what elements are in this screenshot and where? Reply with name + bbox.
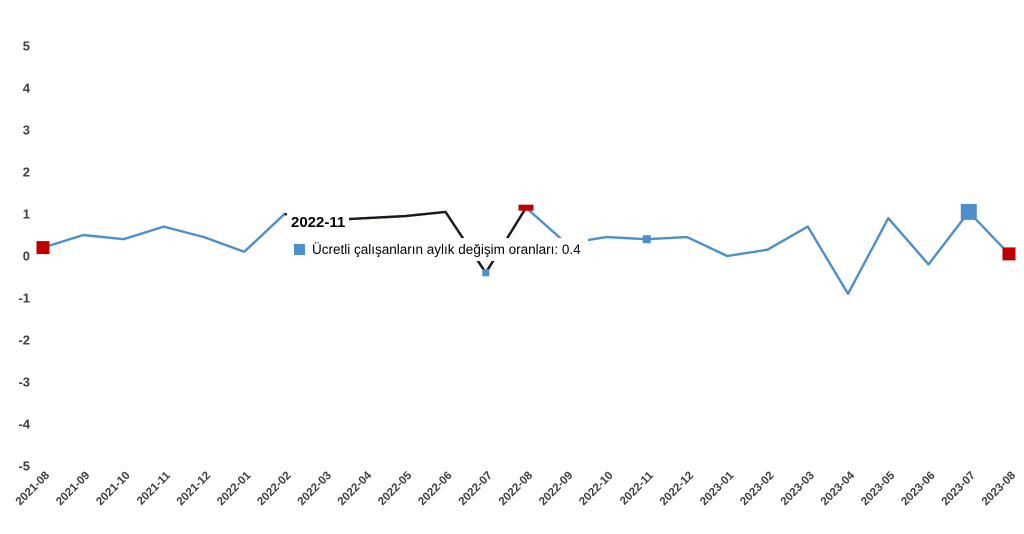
x-axis-label: 2022-03	[296, 470, 334, 508]
x-axis-label: 2021-12	[175, 470, 213, 508]
x-axis-label: 2021-10	[94, 470, 132, 508]
y-axis-label: -4	[18, 417, 30, 432]
x-axis-label: 2023-03	[779, 470, 817, 508]
y-axis-label: 5	[23, 39, 30, 54]
x-axis-label: 2023-04	[819, 469, 858, 508]
x-axis-label: 2022-08	[497, 469, 536, 508]
y-axis-label: -3	[18, 375, 30, 390]
y-axis-label: 3	[23, 123, 30, 138]
tooltip-title: 2022-11	[287, 212, 350, 233]
data-point-marker[interactable]	[36, 241, 50, 255]
x-axis-label: 2023-05	[859, 469, 898, 508]
x-axis-label: 2021-11	[135, 469, 173, 507]
x-axis-label: 2022-10	[577, 470, 615, 508]
x-axis-label: 2022-06	[416, 470, 454, 508]
data-point-marker[interactable]	[518, 204, 534, 211]
x-axis-label: 2022-02	[255, 470, 293, 508]
x-axis-label: 2023-08	[980, 469, 1019, 508]
tooltip-series-row: Ücretli çalışanların aylık değişim oranl…	[287, 238, 588, 261]
x-axis-label: 2022-05	[376, 469, 415, 508]
tooltip-series-text: Ücretli çalışanların aylık değişim oranl…	[312, 242, 581, 257]
y-axis-label: -2	[18, 333, 30, 348]
data-point-marker[interactable]	[482, 269, 490, 277]
x-axis-label: 2022-04	[336, 469, 375, 508]
x-axis-label: 2022-11	[618, 469, 656, 507]
x-axis-label: 2022-07	[457, 470, 495, 508]
tooltip: 2022-11 Ücretli çalışanların aylık değiş…	[287, 212, 588, 261]
y-axis-label: -1	[18, 291, 30, 306]
y-axis-label: 4	[23, 81, 31, 96]
x-axis-label: 2022-09	[537, 470, 575, 508]
x-axis-label: 2021-09	[54, 470, 92, 508]
series-legend-swatch	[294, 244, 305, 255]
data-point-marker[interactable]	[642, 235, 651, 244]
y-axis-label: 2	[23, 165, 30, 180]
x-axis-label: 2023-01	[698, 469, 737, 508]
y-axis-label: 1	[23, 207, 30, 222]
x-axis-label: 2023-02	[738, 470, 776, 508]
data-point-marker[interactable]	[960, 203, 977, 220]
x-axis-label: 2023-06	[899, 470, 937, 508]
x-axis-label: 2022-12	[658, 470, 696, 508]
x-axis-label: 2022-01	[215, 469, 254, 508]
y-axis-label: -5	[18, 459, 30, 474]
data-point-marker[interactable]	[1002, 247, 1016, 261]
y-axis-label: 0	[23, 249, 30, 264]
x-axis-label: 2021-08	[14, 469, 53, 508]
x-axis-label: 2023-07	[940, 470, 978, 508]
